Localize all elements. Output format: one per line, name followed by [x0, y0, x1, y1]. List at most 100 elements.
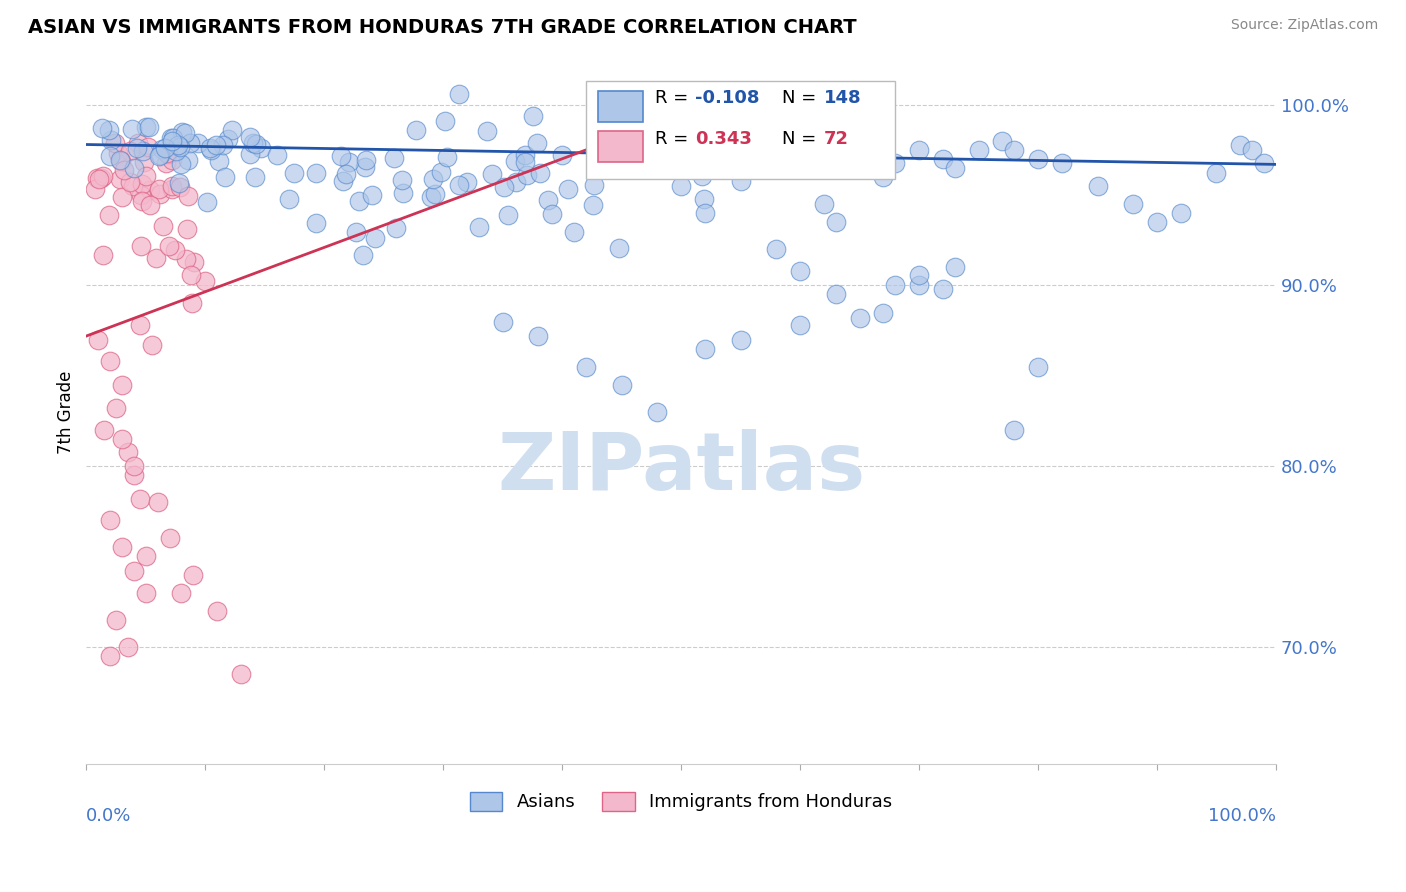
- Text: R =: R =: [655, 89, 688, 107]
- Point: [385, 220, 408, 235]
- Point: [98, 648, 121, 663]
- Point: [125, 141, 148, 155]
- Point: [170, 585, 193, 599]
- Point: [813, 197, 835, 211]
- Point: [967, 143, 990, 157]
- Point: [148, 182, 170, 196]
- Point: [492, 180, 515, 194]
- Point: [423, 187, 446, 202]
- Point: [135, 585, 157, 599]
- Point: [605, 140, 627, 154]
- FancyBboxPatch shape: [598, 131, 643, 161]
- Point: [516, 168, 538, 182]
- Point: [449, 178, 471, 192]
- Point: [135, 549, 157, 564]
- Point: [127, 136, 149, 150]
- Point: [364, 230, 387, 244]
- Point: [194, 274, 217, 288]
- Point: [669, 179, 692, 194]
- Point: [204, 137, 226, 152]
- Point: [730, 174, 752, 188]
- Point: [330, 149, 353, 163]
- Point: [98, 513, 121, 527]
- Point: [157, 239, 180, 253]
- Point: [117, 640, 139, 654]
- Point: [145, 252, 167, 266]
- Point: [138, 140, 160, 154]
- Point: [149, 147, 172, 161]
- Point: [187, 136, 209, 150]
- Point: [503, 153, 526, 168]
- Point: [848, 310, 870, 325]
- Text: ZIPatlas: ZIPatlas: [496, 429, 865, 508]
- Point: [422, 171, 444, 186]
- Point: [541, 207, 564, 221]
- Point: [86, 170, 108, 185]
- Point: [332, 173, 354, 187]
- Point: [122, 564, 145, 578]
- Point: [152, 219, 174, 233]
- Point: [475, 124, 498, 138]
- Point: [693, 206, 716, 220]
- Point: [344, 225, 367, 239]
- Point: [160, 153, 183, 168]
- Point: [91, 248, 114, 262]
- Point: [765, 161, 787, 175]
- Point: [180, 296, 202, 310]
- Point: [505, 175, 527, 189]
- Point: [513, 148, 536, 162]
- Point: [354, 160, 377, 174]
- Point: [112, 163, 135, 178]
- Point: [433, 114, 456, 128]
- Text: 72: 72: [824, 130, 849, 148]
- Point: [91, 169, 114, 183]
- Point: [354, 153, 377, 167]
- Text: -0.108: -0.108: [696, 89, 759, 107]
- Text: 100.0%: 100.0%: [1208, 806, 1277, 824]
- Point: [693, 342, 716, 356]
- Text: 0.343: 0.343: [696, 130, 752, 148]
- Point: [1122, 197, 1144, 211]
- Point: [492, 315, 515, 329]
- Point: [160, 182, 183, 196]
- Point: [522, 109, 544, 123]
- Text: Source: ZipAtlas.com: Source: ZipAtlas.com: [1230, 18, 1378, 32]
- Point: [283, 166, 305, 180]
- Point: [221, 123, 243, 137]
- Point: [156, 147, 179, 161]
- Point: [118, 145, 141, 159]
- Point: [932, 282, 955, 296]
- Point: [183, 254, 205, 268]
- Point: [527, 329, 550, 343]
- Point: [1050, 155, 1073, 169]
- Point: [582, 178, 605, 192]
- Point: [121, 122, 143, 136]
- Point: [84, 182, 107, 196]
- Point: [943, 161, 966, 175]
- Point: [169, 179, 191, 194]
- Point: [148, 187, 170, 202]
- Point: [481, 167, 503, 181]
- Point: [335, 167, 357, 181]
- Point: [93, 423, 115, 437]
- Point: [160, 178, 183, 193]
- Point: [1146, 215, 1168, 229]
- Point: [872, 169, 894, 184]
- Point: [108, 172, 131, 186]
- Point: [382, 151, 405, 165]
- Point: [146, 495, 169, 509]
- Point: [98, 354, 121, 368]
- Point: [122, 468, 145, 483]
- Point: [156, 145, 179, 160]
- Text: N =: N =: [782, 89, 817, 107]
- Point: [198, 141, 221, 155]
- Point: [391, 173, 413, 187]
- Point: [205, 604, 228, 618]
- Point: [208, 153, 231, 168]
- Point: [162, 131, 184, 145]
- Point: [131, 194, 153, 208]
- Point: [229, 667, 252, 681]
- Point: [167, 177, 190, 191]
- Point: [176, 189, 198, 203]
- Point: [648, 144, 671, 158]
